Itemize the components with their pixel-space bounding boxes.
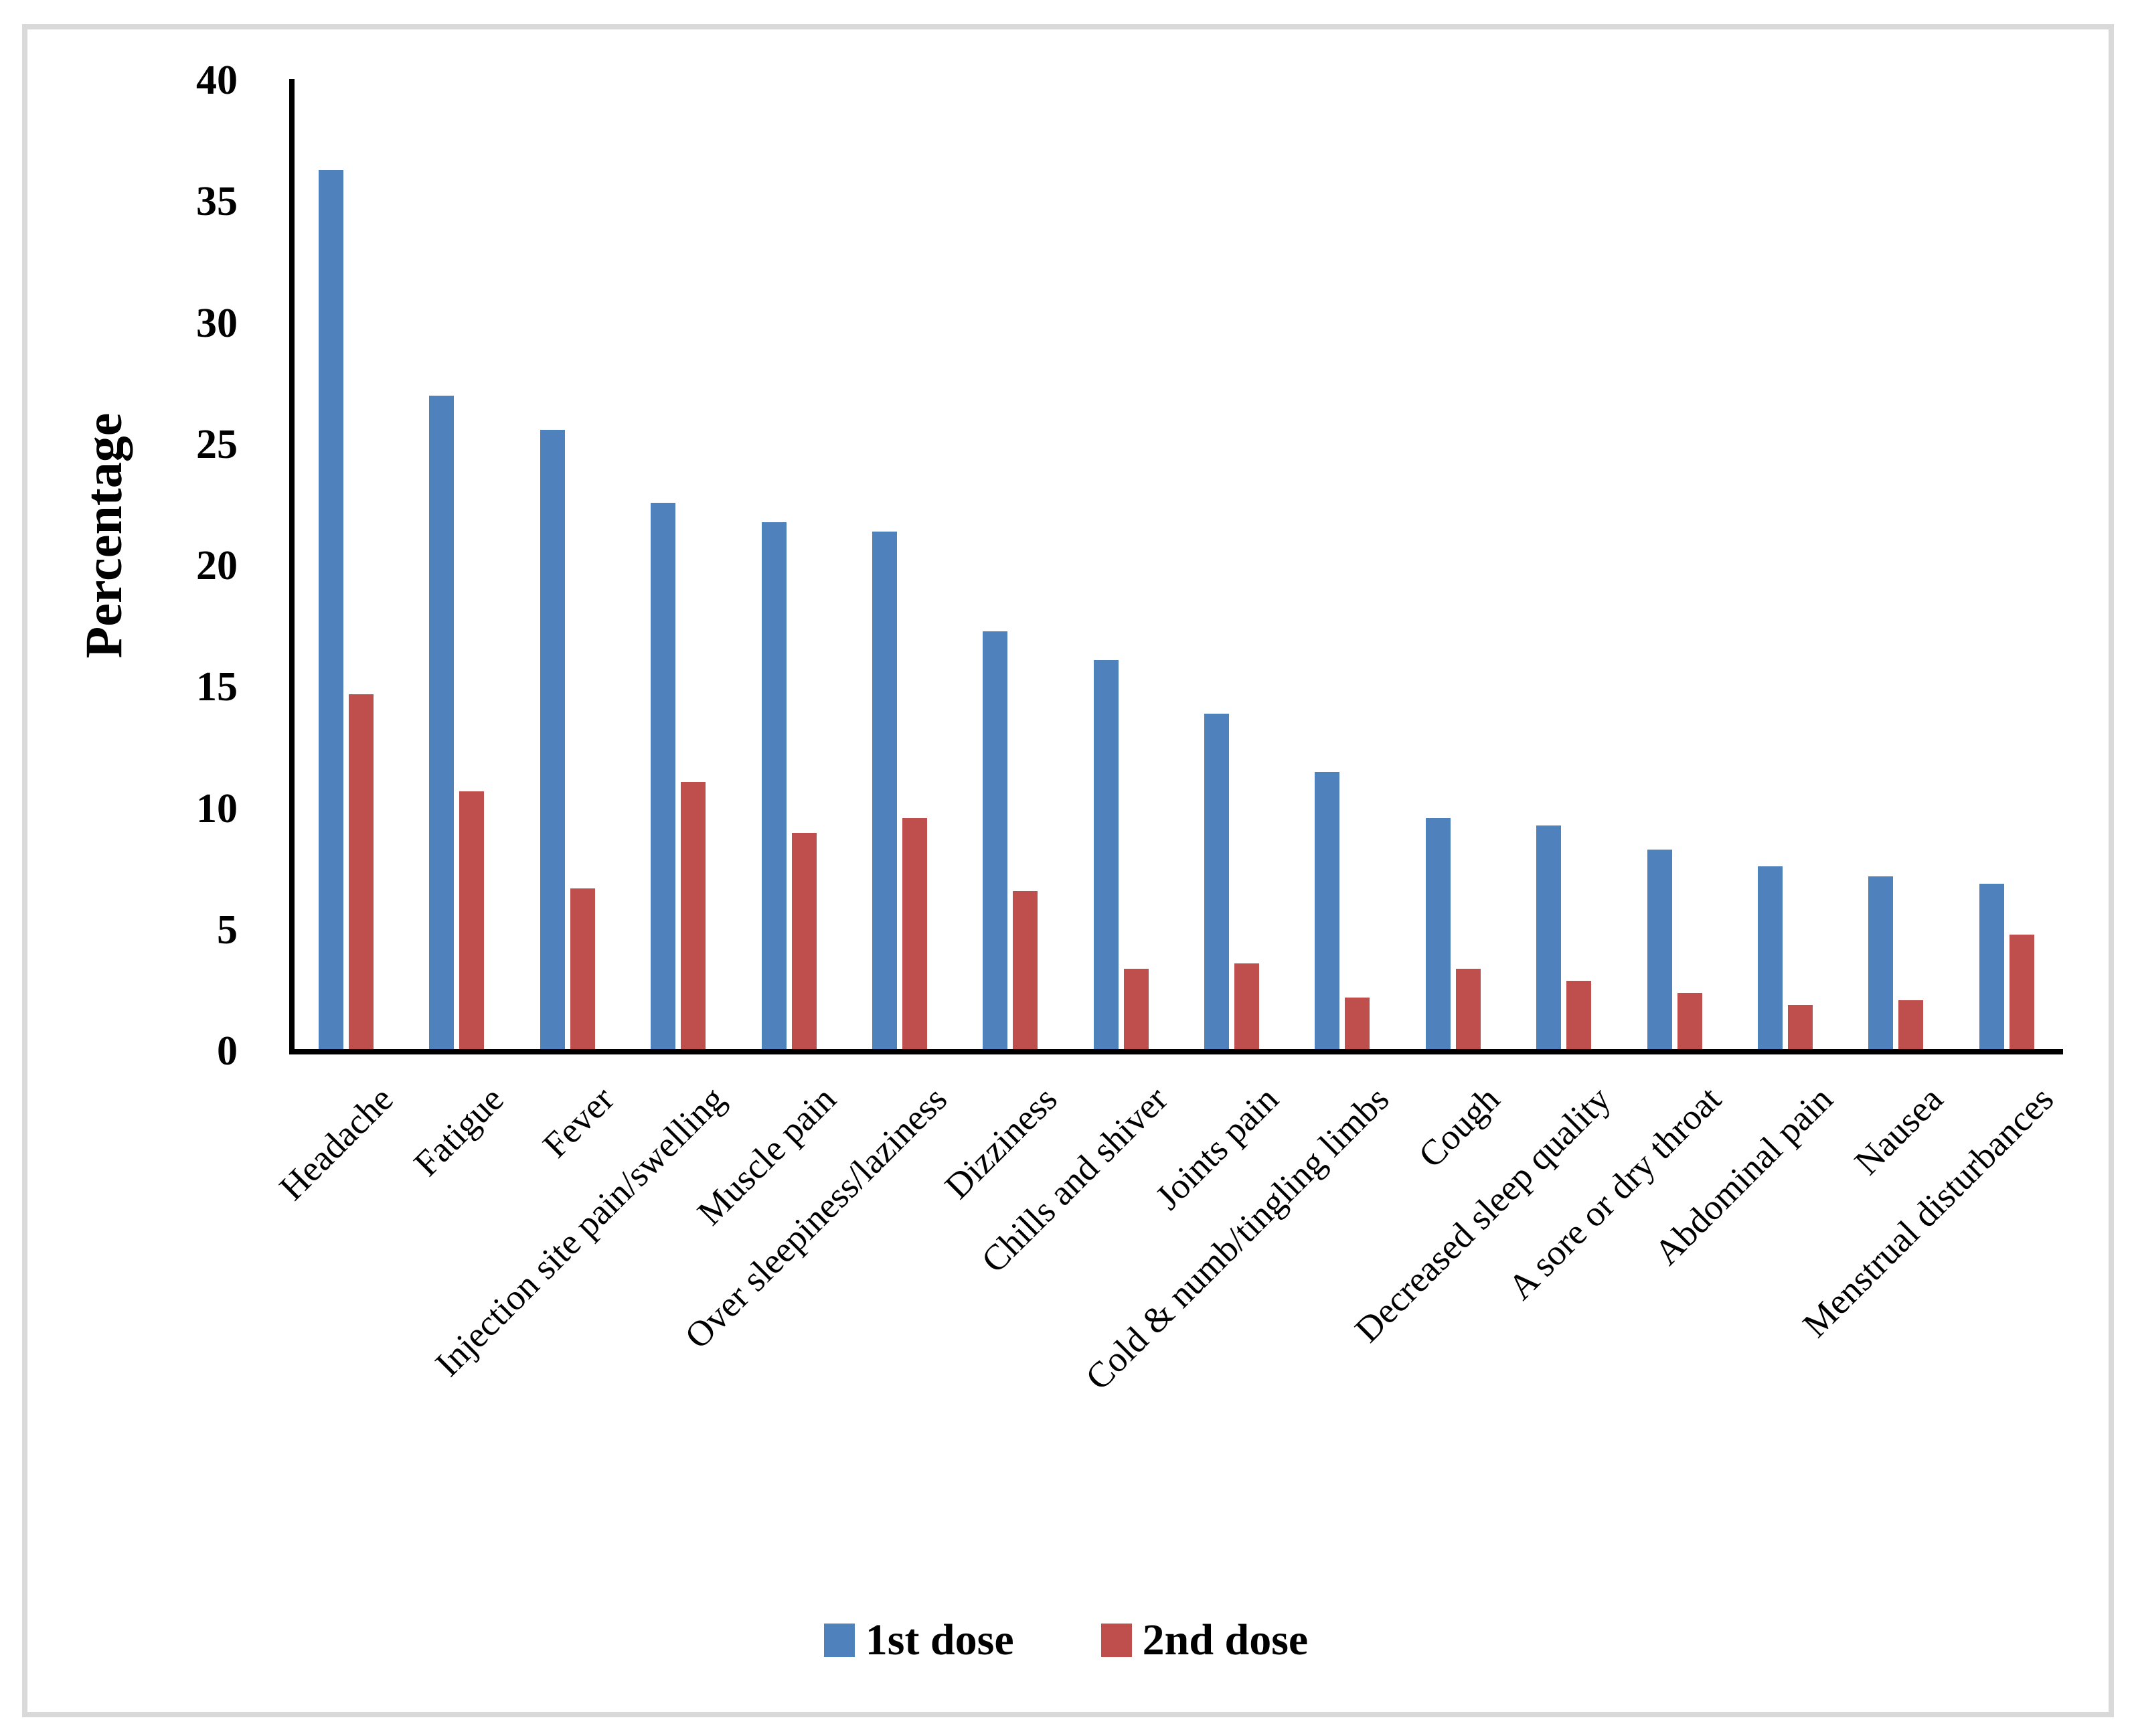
bar-2nd-dose-11 xyxy=(1456,969,1481,1051)
bar-1st-dose-8 xyxy=(1094,660,1119,1051)
bar-1st-dose-4 xyxy=(651,503,675,1051)
bar-1st-dose-2 xyxy=(429,396,454,1051)
legend-swatch-2nd-dose-icon xyxy=(1100,1624,1132,1657)
y-tick-label-0: 0 xyxy=(217,1028,238,1074)
bar-1st-dose-9 xyxy=(1204,714,1229,1051)
bar-2nd-dose-15 xyxy=(1898,1000,1923,1051)
bar-2nd-dose-12 xyxy=(1566,981,1591,1051)
y-tick-label-20: 20 xyxy=(196,543,238,588)
bar-1st-dose-12 xyxy=(1536,825,1561,1051)
category-label-11: Cough xyxy=(1410,1079,1507,1176)
bar-1st-dose-3 xyxy=(540,430,565,1051)
bar-1st-dose-13 xyxy=(1647,850,1672,1051)
y-tick-label-15: 15 xyxy=(196,664,238,710)
bar-1st-dose-1 xyxy=(319,170,343,1051)
bar-2nd-dose-13 xyxy=(1677,993,1702,1051)
category-label-8: Chills and shiver xyxy=(973,1079,1175,1281)
bar-1st-dose-5 xyxy=(762,522,787,1051)
x-axis-line xyxy=(289,1049,2063,1054)
bar-2nd-dose-9 xyxy=(1234,963,1259,1051)
bar-2nd-dose-16 xyxy=(2010,935,2034,1051)
y-tick-label-25: 25 xyxy=(196,421,238,467)
bar-2nd-dose-1 xyxy=(349,694,374,1051)
y-tick-label-35: 35 xyxy=(196,179,238,225)
bar-2nd-dose-10 xyxy=(1345,998,1370,1051)
legend: 1st dose 2nd dose xyxy=(0,1617,2132,1664)
bar-1st-dose-10 xyxy=(1315,772,1339,1051)
category-label-1: Headache xyxy=(271,1079,401,1208)
legend-label: 1st dose xyxy=(865,1615,1014,1664)
legend-swatch-1st-dose-icon xyxy=(823,1624,855,1657)
bar-1st-dose-11 xyxy=(1426,818,1451,1051)
bar-2nd-dose-4 xyxy=(681,782,706,1051)
bar-2nd-dose-14 xyxy=(1788,1005,1813,1051)
y-tick-label-30: 30 xyxy=(196,300,238,346)
legend-label: 2nd dose xyxy=(1142,1615,1309,1664)
y-tick-label-40: 40 xyxy=(196,58,238,103)
category-label-3: Fever xyxy=(535,1079,622,1166)
bar-1st-dose-7 xyxy=(983,631,1007,1051)
bar-2nd-dose-2 xyxy=(459,791,484,1051)
bar-1st-dose-16 xyxy=(1979,884,2004,1051)
legend-item-2nd-dose: 2nd dose xyxy=(1100,1615,1309,1664)
y-tick-label-5: 5 xyxy=(217,906,238,953)
bar-2nd-dose-5 xyxy=(792,833,817,1051)
y-axis-line xyxy=(289,79,295,1054)
bar-2nd-dose-8 xyxy=(1124,969,1149,1051)
legend-item-1st-dose: 1st dose xyxy=(823,1615,1014,1664)
y-tick-label-10: 10 xyxy=(196,785,238,832)
bar-1st-dose-15 xyxy=(1868,876,1893,1051)
bar-2nd-dose-6 xyxy=(902,818,927,1051)
category-label-13: A sore or dry throat xyxy=(1500,1079,1729,1308)
bar-1st-dose-14 xyxy=(1758,866,1783,1051)
category-label-15: Nausea xyxy=(1846,1079,1951,1183)
category-label-2: Fatigue xyxy=(406,1079,511,1184)
bar-2nd-dose-7 xyxy=(1013,891,1038,1051)
bar-2nd-dose-3 xyxy=(570,888,595,1051)
bar-1st-dose-6 xyxy=(872,532,897,1051)
